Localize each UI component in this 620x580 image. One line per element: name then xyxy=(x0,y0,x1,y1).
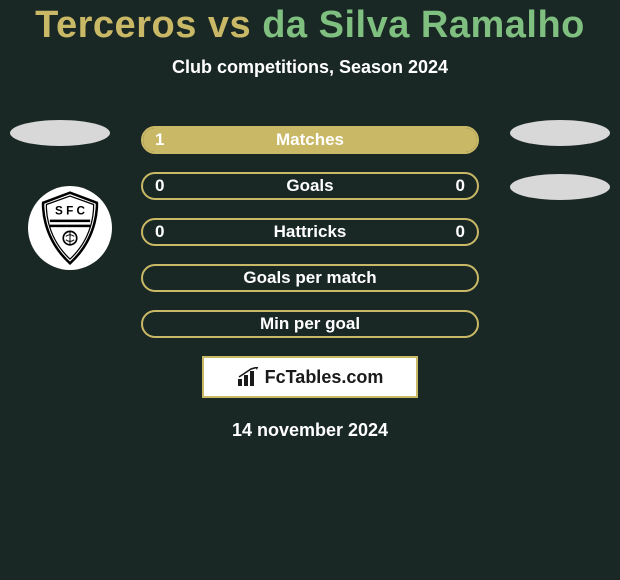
side-ellipse-right-2 xyxy=(510,174,610,200)
club-logo-santos: S F C xyxy=(28,186,112,270)
footer-date: 14 november 2024 xyxy=(0,420,620,441)
stat-bar: 1Matches xyxy=(141,126,479,154)
stat-value-right: 0 xyxy=(456,176,465,196)
page-title: Terceros vs da Silva Ramalho xyxy=(0,0,620,47)
side-ellipse-left xyxy=(10,120,110,146)
stat-bars: 1Matches0Goals00Hattricks0Goals per matc… xyxy=(141,126,479,338)
footer-brand-text: FcTables.com xyxy=(265,367,384,388)
svg-text:S F C: S F C xyxy=(55,205,86,218)
subtitle: Club competitions, Season 2024 xyxy=(0,57,620,78)
comparison-content: S F C 1Matches0Goals00Hattricks0Goals pe… xyxy=(0,126,620,441)
stat-label: Hattricks xyxy=(143,222,477,242)
title-right: da Silva Ramalho xyxy=(262,4,585,46)
stat-bar: Goals per match xyxy=(141,264,479,292)
footer-brand-badge: FcTables.com xyxy=(202,356,418,398)
stat-bar: Min per goal xyxy=(141,310,479,338)
title-left: Terceros xyxy=(35,4,197,46)
stat-label: Matches xyxy=(143,130,477,150)
stat-label: Goals per match xyxy=(143,268,477,288)
stat-label: Min per goal xyxy=(143,314,477,334)
stat-bar: 0Hattricks0 xyxy=(141,218,479,246)
stat-bar: 0Goals0 xyxy=(141,172,479,200)
stat-value-right: 0 xyxy=(456,222,465,242)
side-ellipse-right-1 xyxy=(510,120,610,146)
stat-label: Goals xyxy=(143,176,477,196)
title-sep: vs xyxy=(208,4,262,46)
bar-chart-icon xyxy=(237,367,261,387)
